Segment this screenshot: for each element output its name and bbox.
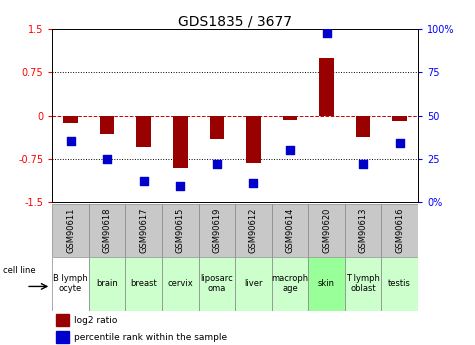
Text: GSM90617: GSM90617: [139, 208, 148, 253]
FancyBboxPatch shape: [272, 204, 308, 257]
Point: [396, 140, 403, 146]
Bar: [136, 116, 151, 147]
Text: percentile rank within the sample: percentile rank within the sample: [74, 333, 228, 342]
Text: breast: breast: [130, 279, 157, 288]
FancyBboxPatch shape: [272, 257, 308, 310]
FancyBboxPatch shape: [199, 257, 235, 310]
FancyBboxPatch shape: [89, 204, 125, 257]
FancyBboxPatch shape: [125, 204, 162, 257]
FancyBboxPatch shape: [308, 257, 345, 310]
FancyBboxPatch shape: [345, 204, 381, 257]
Text: GSM90619: GSM90619: [212, 208, 221, 253]
Bar: [173, 116, 188, 168]
FancyBboxPatch shape: [162, 204, 199, 257]
FancyBboxPatch shape: [381, 204, 418, 257]
Text: GSM90615: GSM90615: [176, 208, 185, 253]
FancyBboxPatch shape: [199, 204, 235, 257]
Text: GSM90620: GSM90620: [322, 208, 331, 253]
Text: cell line: cell line: [3, 266, 35, 275]
Point: [250, 180, 257, 186]
Text: T lymph
oblast: T lymph oblast: [346, 274, 380, 293]
Bar: [283, 116, 297, 120]
Text: liver: liver: [244, 279, 263, 288]
Point: [66, 139, 74, 144]
Text: log2 ratio: log2 ratio: [74, 316, 118, 325]
Text: GSM90612: GSM90612: [249, 208, 258, 253]
Text: GSM90614: GSM90614: [285, 208, 294, 253]
Bar: [392, 116, 407, 121]
Bar: [63, 116, 78, 123]
Point: [286, 147, 294, 153]
Title: GDS1835 / 3677: GDS1835 / 3677: [178, 14, 292, 28]
Text: B lymph
ocyte: B lymph ocyte: [53, 274, 88, 293]
FancyBboxPatch shape: [52, 204, 89, 257]
Text: GSM90618: GSM90618: [103, 208, 112, 253]
Text: GSM90613: GSM90613: [359, 208, 368, 253]
FancyBboxPatch shape: [52, 257, 89, 310]
Bar: [100, 116, 114, 134]
Point: [103, 156, 111, 161]
Text: macroph
age: macroph age: [271, 274, 309, 293]
Bar: [246, 116, 261, 163]
Text: skin: skin: [318, 279, 335, 288]
Point: [213, 161, 220, 167]
FancyBboxPatch shape: [235, 257, 272, 310]
Point: [323, 30, 331, 36]
Bar: [56, 314, 69, 326]
Text: cervix: cervix: [167, 279, 193, 288]
Point: [360, 161, 367, 167]
FancyBboxPatch shape: [235, 204, 272, 257]
FancyBboxPatch shape: [345, 257, 381, 310]
FancyBboxPatch shape: [381, 257, 418, 310]
FancyBboxPatch shape: [125, 257, 162, 310]
Text: GSM90611: GSM90611: [66, 208, 75, 253]
Bar: [56, 331, 69, 343]
Bar: [319, 58, 334, 116]
Text: brain: brain: [96, 279, 118, 288]
Point: [140, 178, 147, 184]
Bar: [356, 116, 370, 137]
FancyBboxPatch shape: [89, 257, 125, 310]
FancyBboxPatch shape: [308, 204, 345, 257]
FancyBboxPatch shape: [162, 257, 199, 310]
Point: [176, 184, 184, 189]
Text: liposarc
oma: liposarc oma: [200, 274, 233, 293]
Text: GSM90616: GSM90616: [395, 208, 404, 253]
Bar: [209, 116, 224, 139]
Text: testis: testis: [388, 279, 411, 288]
